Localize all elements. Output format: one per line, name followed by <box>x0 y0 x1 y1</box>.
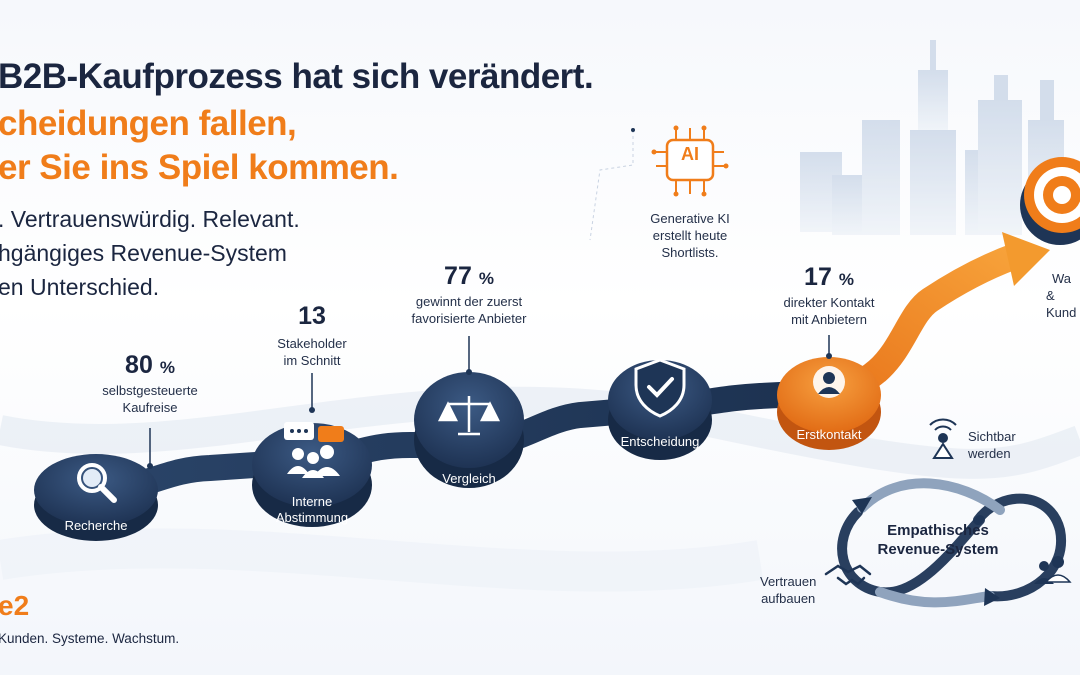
target-caption: Wa & Kund <box>1046 270 1080 321</box>
stat-value: 80 <box>125 351 153 379</box>
step-abstimmung-label-2: Abstimmung <box>275 510 349 525</box>
step-abstimmung-label: Interne Abstimmung <box>262 494 362 526</box>
brand-tagline: Kunden. Systeme. Wachstum. <box>0 631 180 646</box>
team-chat-icon <box>284 422 344 478</box>
stat-unit: % <box>838 270 854 289</box>
ai-caption-3: Shortlists. <box>661 245 719 260</box>
loop-title-2: Revenue-System <box>877 541 999 558</box>
stat-value: 77 <box>444 262 472 290</box>
headline-line-1: B2B-Kaufprozess hat sich verändert. <box>0 57 594 96</box>
stat-caption-2: Kaufreise <box>122 400 178 415</box>
stat-caption-2: favorisierte Anbieter <box>411 311 527 326</box>
stat-direktkontakt: 17 % direkter Kontakt mit Anbietern <box>764 263 894 328</box>
target-icon <box>1020 157 1080 245</box>
target-caption-2: & Kund <box>1046 288 1077 320</box>
handshake-icon <box>824 564 872 586</box>
revenue-loop <box>837 478 1067 608</box>
stat-caption-1: direkter Kontakt <box>783 295 875 310</box>
stat-caption-2: im Schnitt <box>283 353 341 368</box>
loop-visible-2: werden <box>968 446 1011 461</box>
subline-line-2: hgängiges Revenue-System <box>0 240 287 266</box>
loop-visible: Sichtbar werden <box>968 428 1016 462</box>
stat-caption-2: mit Anbietern <box>791 312 867 327</box>
loop-trust-1: Vertrauen <box>760 574 817 589</box>
ai-badge: AI <box>681 144 699 164</box>
magnifier-icon <box>77 463 117 503</box>
brand-logo: e2 <box>0 590 30 621</box>
subline-line-1: . Vertrauenswürdig. Relevant. <box>0 206 300 232</box>
stat-caption-1: selbstgesteuerte <box>102 383 198 398</box>
ai-caption: Generative KI erstellt heute Shortlists. <box>630 210 750 261</box>
growth-arrowhead <box>1002 232 1050 286</box>
loop-visible-1: Sichtbar <box>968 429 1016 444</box>
step-recherche-label: Recherche <box>64 518 128 533</box>
shield-check-icon <box>634 358 686 418</box>
subline-line-3: en Unterschied. <box>0 274 160 300</box>
signal-icon <box>929 418 957 459</box>
ai-chip-icon <box>651 125 729 197</box>
stat-value: 13 <box>298 302 326 330</box>
person-icon <box>813 366 845 398</box>
scales-icon <box>437 396 501 436</box>
stat-favorit: 77 % gewinnt der zuerst favorisierte Anbi… <box>399 262 539 327</box>
stat-value: 17 <box>804 263 832 291</box>
stat-caption-1: gewinnt der zuerst <box>415 294 523 309</box>
stat-caption-1: Stakeholder <box>277 336 347 351</box>
step-abstimmung-label-1: Interne <box>291 494 333 509</box>
headline-line-3: er Sie ins Spiel kommen. <box>0 148 399 187</box>
stat-recherche: 80 % selbstgesteuerte Kaufreise <box>80 351 220 416</box>
stat-unit: % <box>478 269 494 288</box>
loop-title-1: Empathisches <box>887 522 989 539</box>
people-icon <box>1034 556 1072 584</box>
stat-unit: % <box>159 358 175 377</box>
loop-trust: Vertrauen aufbauen <box>760 573 816 607</box>
loop-title: Empathisches Revenue-System <box>868 521 1008 559</box>
stat-stakeholder: 13 Stakeholder im Schnitt <box>252 302 372 369</box>
loop-trust-2: aufbauen <box>761 591 816 606</box>
step-vergleich-label: Vergleich <box>442 471 496 486</box>
ai-caption-2: erstellt heute <box>652 228 728 243</box>
step-erstkontakt-label: Erstkontakt <box>796 427 862 442</box>
headline-line-2: cheidungen fallen, <box>0 104 297 143</box>
ai-caption-1: Generative KI <box>650 211 730 226</box>
step-entscheidung-label: Entscheidung <box>620 434 700 449</box>
target-caption-1: Wa <box>1052 271 1072 286</box>
